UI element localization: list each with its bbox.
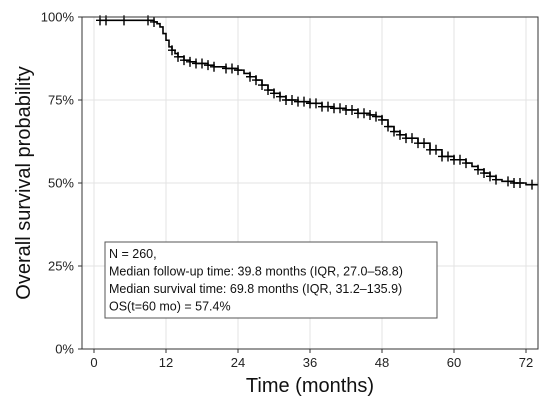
censor-mark: [384, 121, 392, 132]
censor-mark: [456, 154, 464, 165]
censor-mark: [486, 171, 494, 182]
censor-mark: [480, 168, 488, 179]
censor-mark: [264, 85, 272, 96]
censor-mark: [210, 61, 218, 72]
x-tick-label: 60: [447, 355, 461, 370]
y-tick-label: 50%: [48, 176, 74, 191]
censor-mark: [204, 60, 212, 71]
censor-mark: [528, 179, 536, 190]
x-tick-label: 0: [90, 355, 97, 370]
censor-mark: [228, 63, 236, 74]
censor-mark: [168, 45, 176, 56]
censor-mark: [396, 129, 404, 140]
censor-mark: [276, 91, 284, 102]
censor-mark: [348, 104, 356, 115]
x-tick-label: 72: [519, 355, 533, 370]
y-axis-title: Overall survival probability: [13, 66, 35, 299]
censor-mark: [462, 158, 470, 169]
censor-mark: [360, 108, 368, 119]
x-tick-label: 12: [159, 355, 173, 370]
x-tick-label: 24: [231, 355, 245, 370]
y-tick-label: 75%: [48, 93, 74, 108]
y-tick-label: 25%: [48, 259, 74, 274]
censor-mark: [336, 103, 344, 114]
y-tick-label: 0%: [55, 342, 74, 357]
censor-mark: [258, 80, 266, 91]
annotation-line-os: OS(t=60 mo) = 57.4%: [109, 300, 231, 314]
censor-mark: [492, 174, 500, 185]
censor-mark: [180, 55, 188, 66]
censor-mark: [372, 111, 380, 122]
censor-mark: [324, 101, 332, 112]
censor-mark: [288, 95, 296, 105]
censor-mark: [390, 126, 398, 137]
censor-mark: [516, 178, 524, 188]
censor-mark: [186, 56, 194, 67]
censor-mark: [174, 51, 182, 62]
censor-mark: [366, 109, 374, 120]
censor-mark: [312, 98, 320, 109]
censor-mark: [150, 16, 158, 27]
y-tick-label: 100%: [41, 10, 75, 25]
annotation-line-median-survival: Median survival time: 69.8 months (IQR, …: [109, 282, 402, 296]
annotation-box-frame: [104, 241, 438, 319]
censor-mark: [300, 96, 308, 107]
annotation-line-follow-up: Median follow-up time: 39.8 months (IQR,…: [109, 265, 403, 279]
censor-marks-group: [96, 15, 536, 190]
censor-mark: [198, 58, 206, 69]
censor-mark: [378, 114, 386, 125]
censor-mark: [420, 138, 428, 149]
censor-mark: [504, 176, 512, 187]
x-axis-ticks: 0 12 24 36 48 60 72: [90, 349, 533, 370]
annotation-box: N = 260, Median follow-up time: 39.8 mon…: [104, 241, 438, 319]
annotation-line-n: N = 260,: [109, 247, 157, 261]
censor-mark: [408, 133, 416, 144]
censor-mark: [270, 88, 278, 99]
censor-mark: [246, 71, 254, 82]
censor-mark: [474, 164, 482, 175]
censor-mark: [252, 75, 260, 86]
censor-mark: [234, 65, 242, 76]
censor-mark: [444, 151, 452, 162]
censor-mark: [432, 144, 440, 155]
x-tick-label: 48: [375, 355, 389, 370]
y-axis-ticks: 0% 25% 50% 75% 100%: [41, 10, 82, 357]
x-tick-label: 36: [303, 355, 317, 370]
x-axis-title: Time (months): [246, 375, 374, 397]
